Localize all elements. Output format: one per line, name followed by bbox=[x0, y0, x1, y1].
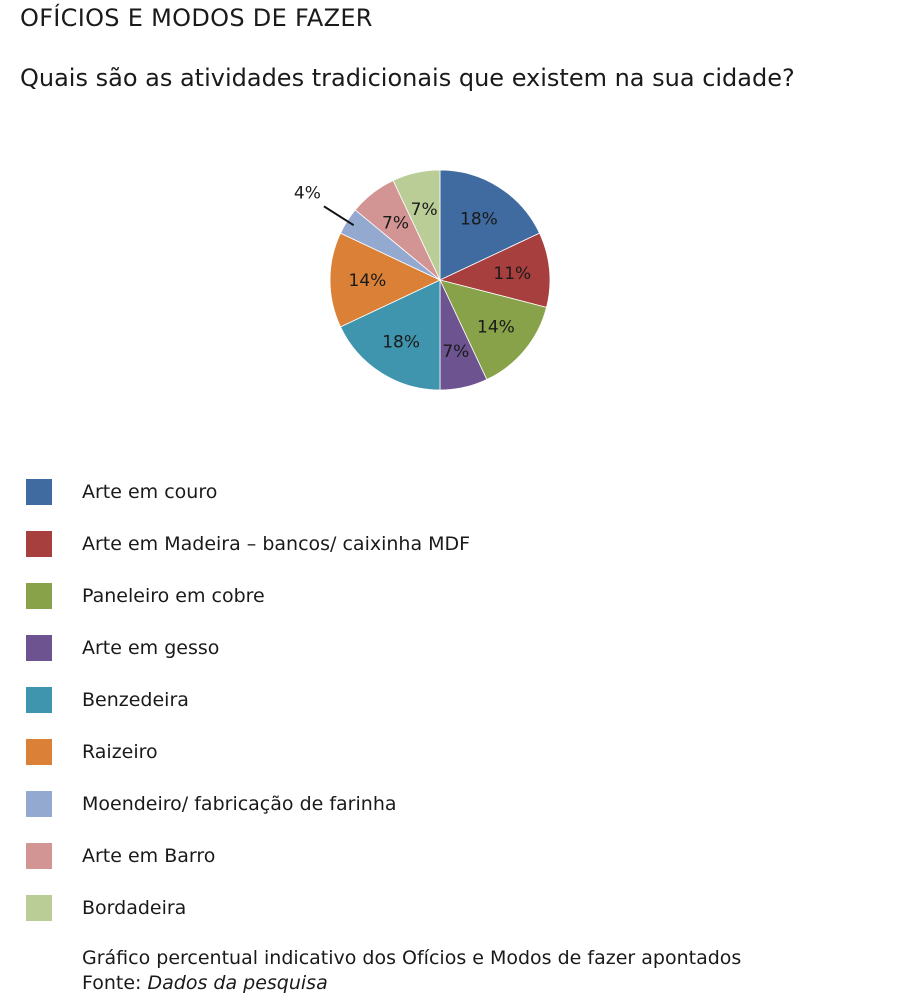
legend-swatch-4 bbox=[26, 635, 52, 661]
pie-data-label-7: 4% bbox=[294, 183, 321, 203]
legend-item-9: Bordadeira bbox=[26, 894, 470, 946]
pie-slice-2 bbox=[438, 232, 551, 308]
legend-swatch-7 bbox=[26, 791, 52, 817]
legend-item-8: Arte em Barro bbox=[26, 842, 470, 894]
legend-item-6: Raizeiro bbox=[26, 738, 470, 790]
caption-source: Fonte: Dados da pesquisa bbox=[82, 971, 741, 996]
legend-swatch-8 bbox=[26, 843, 52, 869]
pie-slice-1 bbox=[439, 169, 541, 281]
legend-item-2: Arte em Madeira – bancos/ caixinha MDF bbox=[26, 530, 470, 582]
legend-swatch-9 bbox=[26, 895, 52, 921]
pie-slice-3 bbox=[439, 279, 548, 381]
legend-swatch-5 bbox=[26, 687, 52, 713]
pie-slice-6 bbox=[329, 232, 441, 328]
pie-slice-5 bbox=[339, 279, 441, 391]
pie-data-label-3: 14% bbox=[477, 317, 515, 337]
legend-item-7: Moendeiro/ fabricação de farinha bbox=[26, 790, 470, 842]
legend-item-3: Paneleiro em cobre bbox=[26, 582, 470, 634]
legend-item-4: Arte em gesso bbox=[26, 634, 470, 686]
legend-label-4: Arte em gesso bbox=[82, 637, 220, 659]
pie-slice-9 bbox=[392, 169, 441, 281]
chart-caption: Gráfico percentual indicativo dos Ofício… bbox=[82, 946, 741, 996]
legend-label-8: Arte em Barro bbox=[82, 845, 216, 867]
pie-data-label-6: 14% bbox=[349, 271, 387, 291]
legend-label-3: Paneleiro em cobre bbox=[82, 585, 265, 607]
legend-label-1: Arte em couro bbox=[82, 481, 218, 503]
legend-swatch-6 bbox=[26, 739, 52, 765]
section-title: OFÍCIOS E MODOS DE FAZER bbox=[20, 4, 373, 32]
legend-label-7: Moendeiro/ fabricação de farinha bbox=[82, 793, 397, 815]
question-heading: Quais são as atividades tradicionais que… bbox=[20, 64, 795, 92]
legend-item-5: Benzedeira bbox=[26, 686, 470, 738]
legend-item-1: Arte em couro bbox=[26, 478, 470, 530]
legend-swatch-2 bbox=[26, 531, 52, 557]
pie-data-label-2: 11% bbox=[493, 264, 531, 284]
pie-data-label-5: 18% bbox=[382, 332, 420, 352]
pie-data-label-4: 7% bbox=[442, 342, 469, 362]
legend-label-9: Bordadeira bbox=[82, 897, 187, 919]
legend-label-5: Benzedeira bbox=[82, 689, 189, 711]
pie-data-label-8: 7% bbox=[382, 214, 409, 234]
pie-data-label-9: 7% bbox=[411, 200, 438, 220]
legend-swatch-3 bbox=[26, 583, 52, 609]
caption-source-name: Dados da pesquisa bbox=[147, 972, 328, 994]
legend-label-6: Raizeiro bbox=[82, 741, 158, 763]
legend-label-2: Arte em Madeira – bancos/ caixinha MDF bbox=[82, 533, 471, 555]
pie-data-label-1: 18% bbox=[460, 210, 498, 230]
pie-chart: 18%11%14%7%18%14%4%7%7% bbox=[294, 169, 551, 391]
legend-swatch-1 bbox=[26, 479, 52, 505]
pie-leader-line-7 bbox=[323, 205, 355, 227]
chart-legend: Arte em couro Arte em Madeira – bancos/ c… bbox=[26, 478, 470, 946]
caption-description: Gráfico percentual indicativo dos Ofício… bbox=[82, 947, 742, 969]
caption-source-prefix: Fonte: bbox=[82, 972, 148, 994]
